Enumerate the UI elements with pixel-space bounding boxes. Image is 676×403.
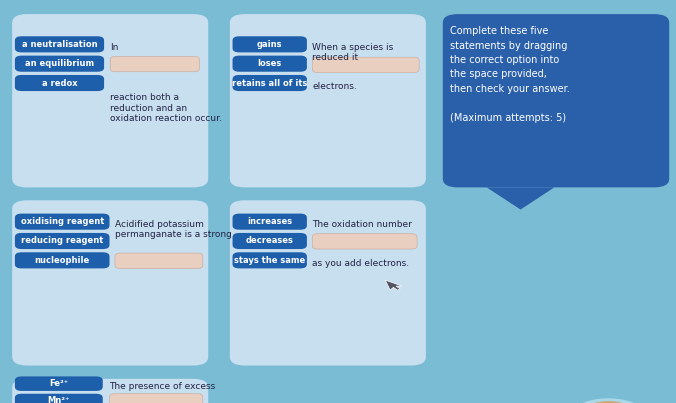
FancyBboxPatch shape [12, 14, 208, 187]
FancyBboxPatch shape [233, 56, 307, 72]
FancyBboxPatch shape [230, 200, 426, 366]
FancyBboxPatch shape [15, 252, 110, 268]
FancyBboxPatch shape [233, 36, 307, 52]
Text: reduced it: reduced it [312, 53, 358, 62]
FancyBboxPatch shape [312, 234, 417, 249]
FancyBboxPatch shape [233, 233, 307, 249]
Text: oxidising reagent: oxidising reagent [20, 217, 104, 226]
Text: reaction both a: reaction both a [110, 93, 179, 102]
FancyBboxPatch shape [110, 394, 203, 403]
FancyBboxPatch shape [15, 394, 103, 403]
FancyBboxPatch shape [15, 233, 110, 249]
Text: retains all of its: retains all of its [232, 79, 308, 87]
Text: increases: increases [247, 217, 292, 226]
Text: electrons.: electrons. [312, 82, 357, 91]
Text: The oxidation number: The oxidation number [312, 220, 412, 229]
FancyBboxPatch shape [15, 36, 104, 52]
Text: Complete these five
statements by dragging
the correct option into
the space pro: Complete these five statements by draggi… [450, 26, 569, 123]
Text: gains: gains [257, 40, 283, 49]
FancyBboxPatch shape [15, 376, 103, 391]
FancyBboxPatch shape [15, 75, 104, 91]
FancyBboxPatch shape [12, 379, 208, 403]
Text: Acidified potassium: Acidified potassium [115, 220, 203, 229]
Circle shape [562, 399, 654, 403]
FancyBboxPatch shape [12, 200, 208, 366]
Text: Mn²⁺: Mn²⁺ [47, 397, 70, 403]
FancyBboxPatch shape [443, 14, 669, 187]
FancyBboxPatch shape [233, 252, 307, 268]
FancyBboxPatch shape [312, 57, 419, 73]
Text: reduction and an: reduction and an [110, 104, 187, 112]
Text: oxidation reaction occur.: oxidation reaction occur. [110, 114, 222, 123]
FancyBboxPatch shape [230, 14, 426, 187]
Text: a redox: a redox [42, 79, 77, 87]
Text: as you add electrons.: as you add electrons. [312, 259, 410, 268]
FancyBboxPatch shape [15, 56, 104, 72]
FancyBboxPatch shape [15, 214, 110, 230]
Text: loses: loses [258, 59, 282, 68]
Circle shape [574, 402, 643, 403]
Text: decreases: decreases [246, 237, 293, 245]
Text: In: In [110, 43, 118, 52]
FancyBboxPatch shape [233, 214, 307, 230]
Polygon shape [385, 280, 402, 290]
Text: an equilibrium: an equilibrium [25, 59, 94, 68]
Text: Fe²⁺: Fe²⁺ [49, 379, 68, 388]
FancyBboxPatch shape [110, 56, 199, 72]
FancyBboxPatch shape [233, 75, 307, 91]
FancyBboxPatch shape [115, 253, 203, 268]
Text: nucleophile: nucleophile [34, 256, 90, 265]
Text: permanganate is a strong: permanganate is a strong [115, 230, 232, 239]
Polygon shape [487, 187, 554, 210]
Text: stays the same: stays the same [234, 256, 306, 265]
Text: reducing reagent: reducing reagent [21, 237, 103, 245]
Text: a neutralisation: a neutralisation [22, 40, 97, 49]
Text: The presence of excess: The presence of excess [110, 382, 216, 391]
Text: When a species is: When a species is [312, 43, 393, 52]
